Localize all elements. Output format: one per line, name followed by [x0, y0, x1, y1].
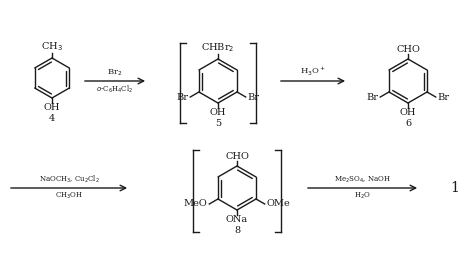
Text: MeO: MeO [183, 200, 207, 209]
Text: Br: Br [438, 93, 450, 102]
Text: H$_2$O: H$_2$O [354, 191, 371, 201]
Text: 5: 5 [215, 119, 221, 128]
Text: $o$-C$_6$H$_4$Cl$_2$: $o$-C$_6$H$_4$Cl$_2$ [96, 84, 134, 95]
Text: OH: OH [400, 108, 416, 117]
Text: OMe: OMe [267, 200, 291, 209]
Text: CHBr$_2$: CHBr$_2$ [201, 41, 235, 54]
Text: OH: OH [44, 103, 60, 112]
Text: Me$_2$SO$_4$, NaOH: Me$_2$SO$_4$, NaOH [334, 175, 391, 185]
Text: CH$_3$OH: CH$_3$OH [55, 191, 83, 201]
Text: Br$_2$: Br$_2$ [107, 67, 123, 78]
Text: Br: Br [176, 93, 188, 102]
Text: Br: Br [248, 93, 260, 102]
Text: CHO: CHO [225, 152, 249, 161]
Text: Br: Br [366, 93, 378, 102]
Text: CHO: CHO [396, 45, 420, 54]
Text: 4: 4 [49, 114, 55, 123]
Text: NaOCH$_3$, Cu$_2$Cl$_2$: NaOCH$_3$, Cu$_2$Cl$_2$ [38, 174, 100, 185]
Text: 1: 1 [451, 181, 459, 195]
Text: CH$_3$: CH$_3$ [41, 40, 63, 53]
Text: 8: 8 [234, 226, 240, 235]
Text: 6: 6 [405, 119, 411, 128]
Text: H$_3$O$^+$: H$_3$O$^+$ [300, 65, 326, 78]
Text: OH: OH [210, 108, 226, 117]
Text: ONa: ONa [226, 215, 248, 224]
